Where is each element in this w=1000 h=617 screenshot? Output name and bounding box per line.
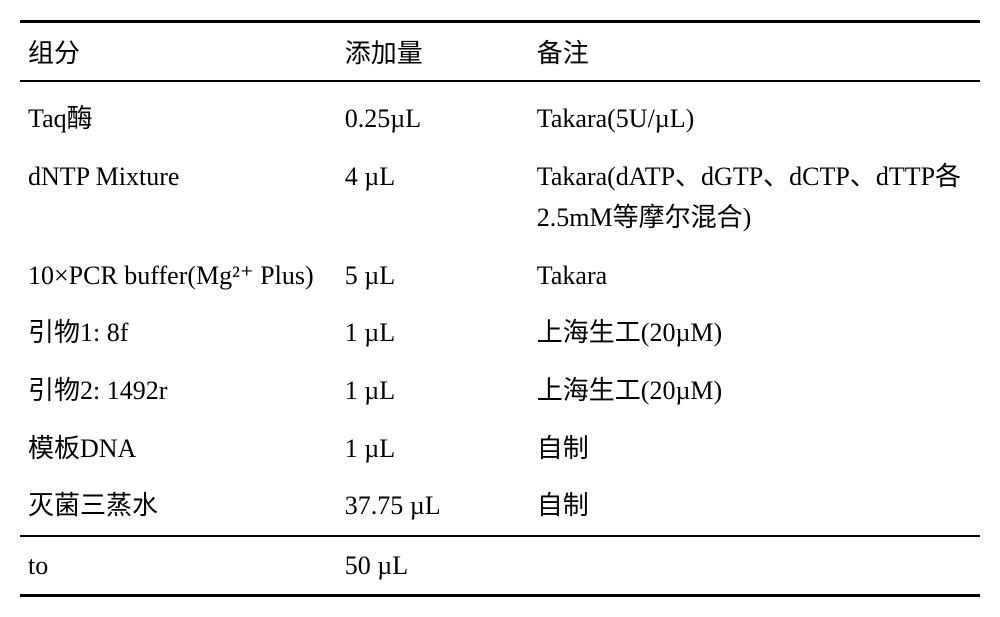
table-row: dNTP Mixture 4 µL Takara(dATP、dGTP、dCTP、…	[20, 148, 980, 247]
cell-note: Takara	[529, 247, 980, 305]
table-row: 引物2: 1492r 1 µL 上海生工(20µM)	[20, 362, 980, 420]
cell-amount: 1 µL	[337, 420, 529, 478]
table-row: Taq酶 0.25µL Takara(5U/µL)	[20, 81, 980, 148]
cell-component: 灭菌三蒸水	[20, 477, 337, 536]
cell-note: Takara(5U/µL)	[529, 81, 980, 148]
total-amount: 50 µL	[337, 536, 529, 596]
data-table: 组分 添加量 备注 Taq酶 0.25µL Takara(5U/µL) dNTP…	[20, 20, 980, 597]
header-row: 组分 添加量 备注	[20, 22, 980, 82]
total-label: to	[20, 536, 337, 596]
header-amount: 添加量	[337, 22, 529, 82]
header-component: 组分	[20, 22, 337, 82]
cell-component: 引物2: 1492r	[20, 362, 337, 420]
cell-amount: 5 µL	[337, 247, 529, 305]
cell-component: Taq酶	[20, 81, 337, 148]
header-note: 备注	[529, 22, 980, 82]
cell-note: 自制	[529, 477, 980, 536]
table-row: 模板DNA 1 µL 自制	[20, 420, 980, 478]
cell-component: 10×PCR buffer(Mg²⁺ Plus)	[20, 247, 337, 305]
pcr-reagent-table: 组分 添加量 备注 Taq酶 0.25µL Takara(5U/µL) dNTP…	[20, 20, 980, 597]
cell-amount: 1 µL	[337, 362, 529, 420]
total-note	[529, 536, 980, 596]
cell-component: 模板DNA	[20, 420, 337, 478]
cell-note: 上海生工(20µM)	[529, 362, 980, 420]
table-row: 灭菌三蒸水 37.75 µL 自制	[20, 477, 980, 536]
cell-amount: 1 µL	[337, 304, 529, 362]
cell-note: 自制	[529, 420, 980, 478]
cell-note: 上海生工(20µM)	[529, 304, 980, 362]
table-row: 引物1: 8f 1 µL 上海生工(20µM)	[20, 304, 980, 362]
cell-component: 引物1: 8f	[20, 304, 337, 362]
cell-amount: 4 µL	[337, 148, 529, 247]
cell-amount: 37.75 µL	[337, 477, 529, 536]
table-row: 10×PCR buffer(Mg²⁺ Plus) 5 µL Takara	[20, 247, 980, 305]
cell-amount: 0.25µL	[337, 81, 529, 148]
cell-component: dNTP Mixture	[20, 148, 337, 247]
total-row: to 50 µL	[20, 536, 980, 596]
cell-note: Takara(dATP、dGTP、dCTP、dTTP各2.5mM等摩尔混合)	[529, 148, 980, 247]
